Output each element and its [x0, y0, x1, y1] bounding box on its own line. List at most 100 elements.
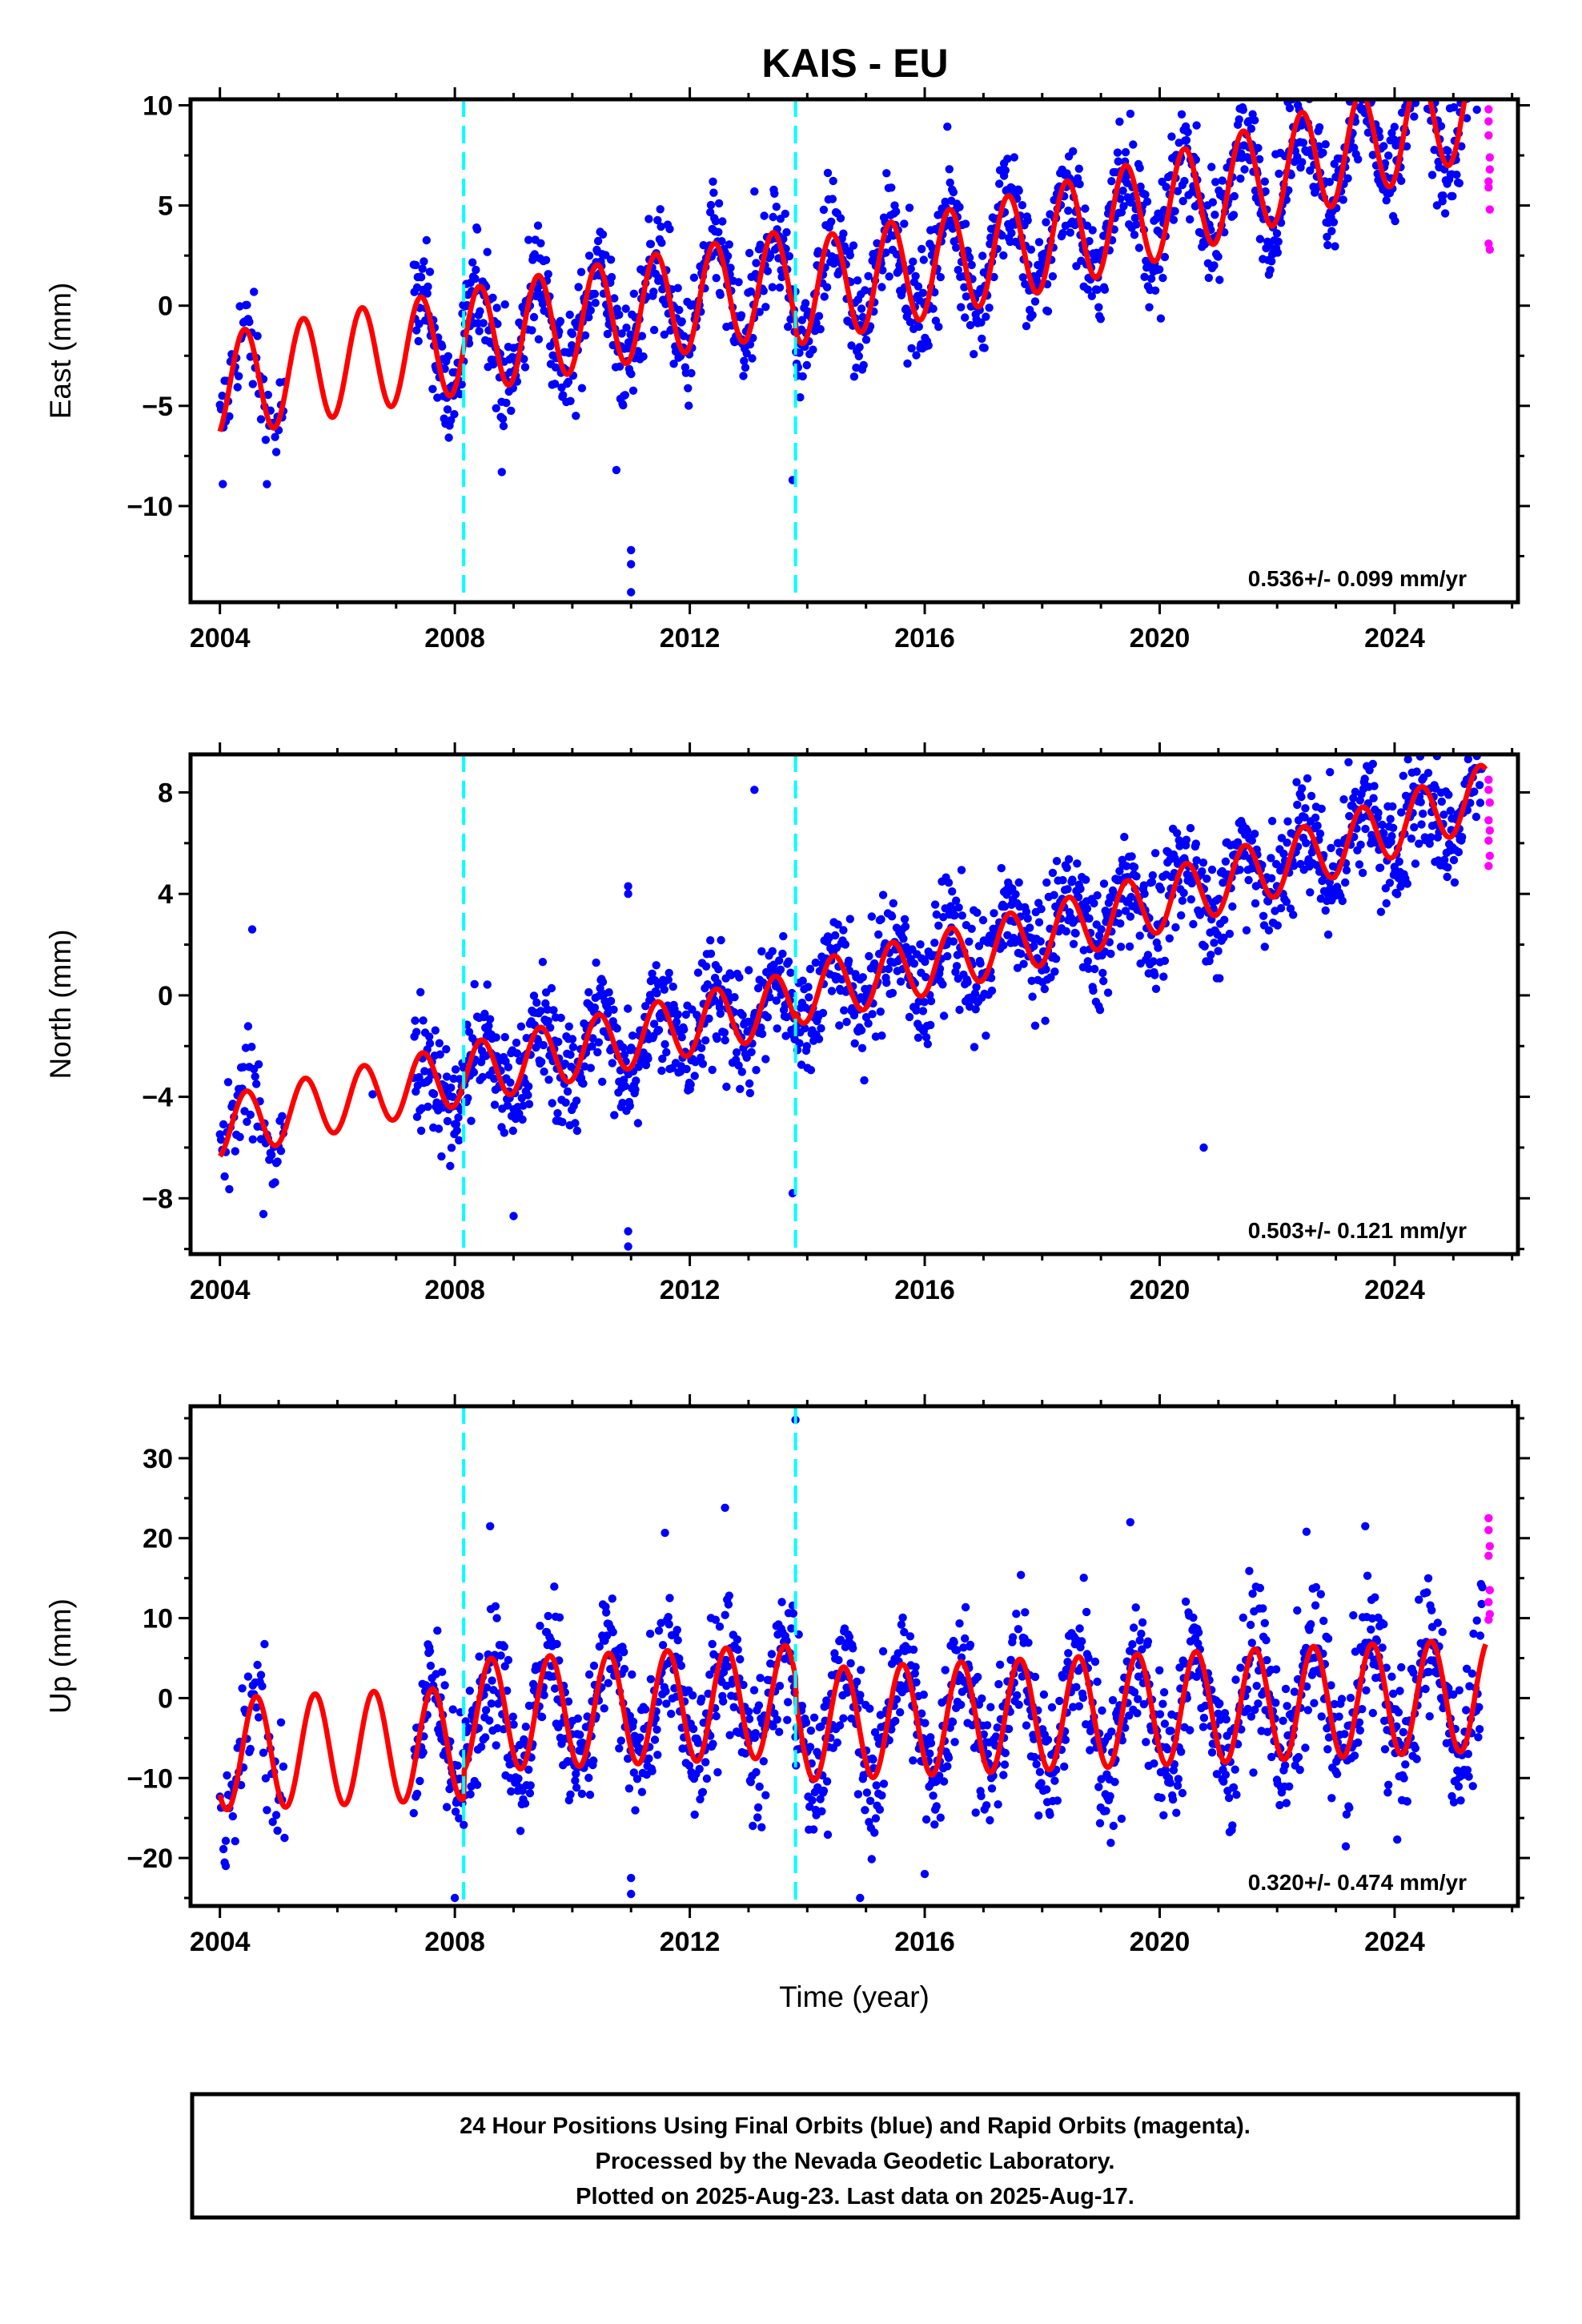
- data-point: [539, 1040, 548, 1050]
- data-point: [471, 274, 480, 283]
- data-point: [1259, 911, 1268, 921]
- data-point: [1207, 951, 1215, 959]
- data-point: [881, 248, 890, 257]
- data-point: [1148, 870, 1158, 880]
- data-point: [970, 350, 978, 359]
- data-point: [1285, 1782, 1294, 1791]
- data-point: [697, 1695, 706, 1703]
- data-point: [1289, 862, 1299, 870]
- data-point: [258, 1682, 267, 1691]
- data-point: [1050, 967, 1059, 976]
- data-point: [483, 247, 492, 256]
- data-point: [525, 1789, 535, 1798]
- data-point: [271, 432, 279, 441]
- data-point: [425, 1647, 435, 1656]
- data-point: [602, 1608, 611, 1617]
- data-point: [548, 1099, 556, 1108]
- rapid-orbit-point: [1484, 177, 1493, 186]
- data-point: [1420, 25, 1428, 33]
- data-point: [827, 987, 837, 995]
- data-point: [726, 263, 735, 272]
- data-point: [1469, 12, 1477, 20]
- data-point: [1449, 103, 1459, 112]
- data-point: [948, 887, 957, 896]
- data-point: [1199, 1143, 1208, 1152]
- data-point: [877, 283, 886, 292]
- data-point: [1211, 211, 1219, 219]
- data-point: [782, 1012, 791, 1022]
- data-point: [1356, 90, 1364, 99]
- data-point: [1082, 875, 1090, 884]
- data-point: [921, 957, 930, 967]
- data-point: [419, 1016, 428, 1025]
- data-point: [745, 1088, 755, 1098]
- data-point: [978, 1694, 986, 1703]
- data-point: [1200, 942, 1209, 951]
- rapid-orbit-point: [1484, 862, 1493, 870]
- data-point: [1052, 857, 1062, 866]
- model-fit-line: [217, 99, 1468, 432]
- data-point: [218, 392, 227, 400]
- data-point: [849, 241, 858, 250]
- data-point: [742, 349, 751, 358]
- data-point: [563, 1087, 572, 1096]
- data-point: [740, 356, 749, 365]
- data-point: [1129, 1623, 1138, 1632]
- data-point: [216, 1136, 226, 1144]
- data-point: [219, 480, 227, 489]
- data-point: [544, 1076, 553, 1084]
- data-point: [1458, 82, 1466, 90]
- x-tick-label: 2020: [1130, 1275, 1191, 1305]
- data-point: [748, 354, 757, 363]
- data-point: [885, 272, 893, 281]
- data-point: [1207, 1748, 1217, 1757]
- data-point: [443, 405, 452, 414]
- data-point: [1199, 1713, 1209, 1723]
- data-point: [1425, 726, 1433, 734]
- data-point: [1387, 831, 1396, 841]
- data-point: [1419, 74, 1427, 82]
- data-point: [734, 278, 743, 287]
- data-point: [1386, 814, 1395, 823]
- data-point: [1439, 810, 1448, 819]
- data-point: [566, 1790, 575, 1799]
- data-point: [1143, 951, 1153, 959]
- data-point: [253, 332, 262, 340]
- data-point: [990, 909, 998, 918]
- data-point: [725, 240, 733, 249]
- data-point: [524, 235, 533, 244]
- data-point: [721, 1035, 729, 1045]
- data-point: [1182, 135, 1191, 145]
- data-point: [577, 1789, 587, 1799]
- data-point: [460, 1820, 468, 1829]
- data-point: [537, 1712, 547, 1722]
- data-point: [1443, 147, 1452, 155]
- data-point: [936, 272, 946, 282]
- data-point: [1162, 183, 1170, 191]
- data-point: [1075, 179, 1084, 189]
- data-point: [709, 1739, 717, 1748]
- data-point: [1358, 868, 1367, 878]
- data-point: [536, 1622, 544, 1630]
- data-point: [1157, 1793, 1166, 1803]
- data-point: [1138, 1618, 1147, 1627]
- data-point: [658, 1054, 667, 1063]
- data-point: [716, 1009, 725, 1019]
- data-point: [742, 1053, 751, 1062]
- data-point: [1470, 54, 1478, 62]
- data-point: [1189, 1613, 1198, 1622]
- data-point: [755, 1782, 764, 1791]
- data-point: [1323, 232, 1331, 241]
- data-point: [1214, 947, 1223, 955]
- data-point: [556, 1013, 565, 1023]
- data-point: [1229, 211, 1239, 219]
- data-point: [1241, 76, 1249, 84]
- data-point: [1048, 868, 1058, 878]
- data-point: [1011, 890, 1020, 899]
- data-point: [1259, 1604, 1267, 1613]
- data-point: [952, 896, 961, 905]
- data-point: [856, 1691, 865, 1699]
- data-point: [1247, 1638, 1257, 1647]
- data-point: [1343, 174, 1352, 183]
- data-point: [957, 866, 966, 875]
